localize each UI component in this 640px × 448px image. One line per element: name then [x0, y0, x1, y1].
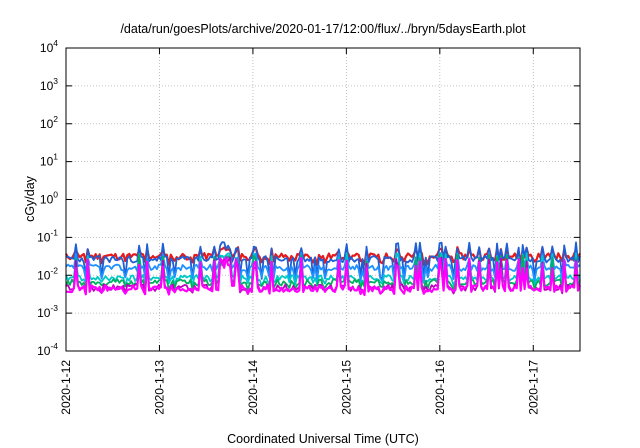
x-axis: 2020-1-12 2020-1-13 2020-1-14 2020-1-15 2020… — [59, 48, 540, 415]
y-tick-label: 102 — [40, 114, 58, 131]
series-line — [65, 256, 582, 297]
y-tick-label: 10-3 — [37, 303, 58, 320]
y-tick-label: 103 — [40, 76, 58, 93]
y-tick-label: 101 — [40, 152, 58, 169]
y-axis: 10-4 10-3 10-2 10-1 100 101 102 103 104 — [37, 38, 580, 358]
y-tick-label: 10-1 — [37, 227, 58, 244]
series-line — [65, 251, 581, 283]
y-axis-label: cGy/day — [23, 175, 37, 222]
chart-title: /data/run/goesPlots/archive/2020-01-17/1… — [120, 22, 526, 36]
x-tick-label: 2020-1-12 — [59, 360, 73, 415]
series-group — [65, 241, 582, 297]
x-tick-label: 2020-1-15 — [339, 360, 353, 415]
x-tick-label: 2020-1-14 — [246, 360, 260, 415]
series-line — [65, 246, 582, 266]
y-tick-label: 100 — [40, 190, 58, 207]
x-tick-label: 2020-1-13 — [152, 360, 166, 415]
x-axis-label: Coordinated Universal Time (UTC) — [227, 432, 419, 446]
x-tick-label: 2020-1-17 — [526, 360, 540, 415]
plot-frame — [65, 47, 581, 352]
grid — [66, 48, 580, 351]
y-tick-label: 104 — [40, 38, 58, 55]
y-tick-label: 10-2 — [37, 265, 58, 282]
x-tick-label: 2020-1-16 — [433, 360, 447, 415]
y-tick-label: 10-4 — [37, 341, 58, 358]
series-line — [65, 241, 581, 281]
